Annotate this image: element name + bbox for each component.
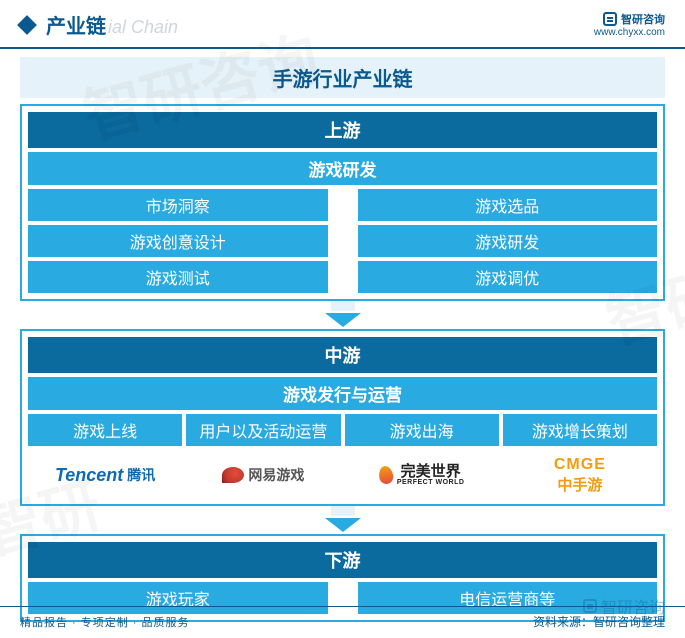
logo-perfectworld: 完美世界 PERFECT WORLD bbox=[345, 460, 499, 490]
upstream-item: 游戏创意设计 bbox=[28, 225, 328, 257]
arrow-body bbox=[331, 506, 355, 516]
page-footer: 精品报告 · 专项定制 · 品质服务 资料来源：智研咨询整理 bbox=[0, 606, 685, 638]
downstream-head: 下游 bbox=[28, 542, 657, 578]
header-left: 产业链 ial Chain bbox=[20, 10, 178, 39]
pw-en: PERFECT WORLD bbox=[397, 479, 465, 486]
pw-flame-icon bbox=[377, 465, 394, 485]
arrow-down bbox=[0, 301, 685, 327]
section-title-en-ghost: ial Chain bbox=[108, 17, 178, 38]
tencent-cn: 腾讯 bbox=[127, 465, 155, 485]
header-right: 智研咨询 www.chyxx.com bbox=[594, 11, 665, 38]
arrow-tip-icon bbox=[325, 313, 361, 327]
upstream-sub: 游戏研发 bbox=[28, 152, 657, 185]
brand-url: www.chyxx.com bbox=[594, 27, 665, 38]
midstream-sub: 游戏发行与运营 bbox=[28, 377, 657, 410]
midstream-item: 游戏出海 bbox=[345, 414, 499, 446]
upstream-grid: 市场洞察 游戏选品 游戏创意设计 游戏研发 游戏测试 游戏调优 bbox=[28, 189, 657, 293]
midstream-head: 中游 bbox=[28, 337, 657, 373]
footer-source: 资料来源：智研咨询整理 bbox=[533, 613, 665, 630]
upstream-item: 游戏调优 bbox=[358, 261, 658, 293]
midstream-grid: 游戏上线 用户以及活动运营 游戏出海 游戏增长策划 bbox=[28, 414, 657, 446]
netease-cn: 网易游戏 bbox=[248, 465, 304, 485]
netease-swirl-icon bbox=[222, 467, 244, 483]
brand-name: 智研咨询 bbox=[621, 11, 665, 27]
pw-cn: 完美世界 bbox=[397, 464, 465, 479]
logo-cmge: CMGE 中手游 bbox=[503, 452, 657, 498]
midstream-item: 游戏上线 bbox=[28, 414, 182, 446]
section-title-cn: 产业链 bbox=[46, 10, 106, 39]
diamond-icon bbox=[17, 15, 37, 35]
logo-netease: 网易游戏 bbox=[186, 461, 340, 489]
footer-left: 精品报告 · 专项定制 · 品质服务 bbox=[20, 614, 190, 630]
brand-icon bbox=[603, 12, 617, 26]
arrow-down bbox=[0, 506, 685, 532]
upstream-head: 上游 bbox=[28, 112, 657, 148]
page-header: 产业链 ial Chain 智研咨询 www.chyxx.com bbox=[0, 0, 685, 49]
arrow-body bbox=[331, 301, 355, 311]
tencent-en: Tencent bbox=[55, 465, 123, 486]
cmge-cn: 中手游 bbox=[557, 478, 602, 495]
midstream-item: 用户以及活动运营 bbox=[186, 414, 340, 446]
company-logos-row: Tencent 腾讯 网易游戏 完美世界 PERFECT WORLD CMGE … bbox=[28, 452, 657, 498]
upstream-item: 市场洞察 bbox=[28, 189, 328, 221]
logo-tencent: Tencent 腾讯 bbox=[28, 461, 182, 490]
upstream-section: 上游 游戏研发 市场洞察 游戏选品 游戏创意设计 游戏研发 游戏测试 游戏调优 bbox=[20, 104, 665, 301]
cmge-en: CMGE bbox=[554, 456, 606, 474]
midstream-item: 游戏增长策划 bbox=[503, 414, 657, 446]
arrow-tip-icon bbox=[325, 518, 361, 532]
midstream-section: 中游 游戏发行与运营 游戏上线 用户以及活动运营 游戏出海 游戏增长策划 Ten… bbox=[20, 329, 665, 506]
upstream-item: 游戏研发 bbox=[358, 225, 658, 257]
upstream-item: 游戏测试 bbox=[28, 261, 328, 293]
diagram-title: 手游行业产业链 bbox=[20, 57, 665, 98]
upstream-item: 游戏选品 bbox=[358, 189, 658, 221]
